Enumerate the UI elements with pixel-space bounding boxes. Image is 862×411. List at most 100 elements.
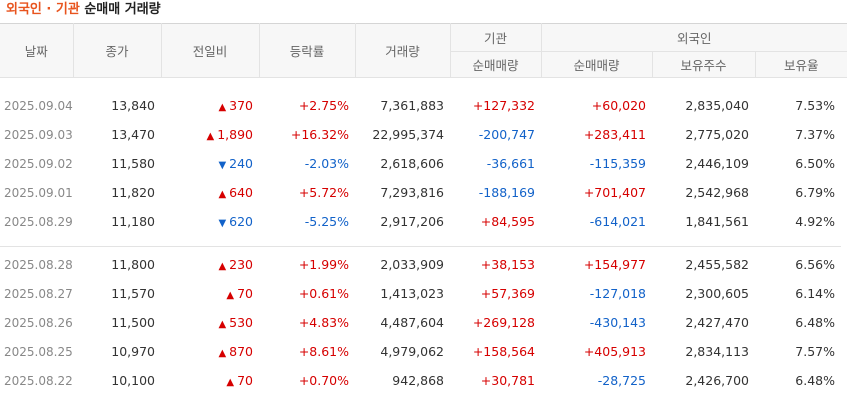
- header-close: 종가: [73, 23, 162, 78]
- cell-foreign-hold: 2,426,700: [685, 373, 749, 388]
- cell-date: 2025.09.04: [4, 98, 73, 113]
- header-date: 날짜: [0, 23, 74, 78]
- cell-inst-net: +127,332: [472, 98, 535, 113]
- table-row: 2025.08.27 11,570 ▲ 70 +0.61% 1,413,023 +57,36…: [0, 279, 847, 308]
- triangle-up-icon: ▲: [218, 319, 227, 330]
- cell-close: 13,840: [111, 98, 155, 113]
- cell-volume: 22,995,374: [372, 127, 444, 142]
- cell-foreign-hold: 2,542,968: [685, 185, 749, 200]
- change-value: 620: [229, 214, 253, 229]
- cell-inst-net: +269,128: [472, 315, 535, 330]
- cell-foreign-net: -127,018: [589, 286, 646, 301]
- triangle-down-icon: ▼: [218, 218, 227, 229]
- cell-foreign-ratio: 4.92%: [795, 214, 835, 229]
- cell-change: ▲ 230: [161, 250, 259, 279]
- cell-volume: 2,618,606: [380, 156, 444, 171]
- cell-volume: 4,979,062: [380, 344, 444, 359]
- cell-inst-net: -36,661: [486, 156, 535, 171]
- change-value: 640: [229, 185, 253, 200]
- cell-change: ▼ 620: [161, 207, 259, 236]
- table-row: 2025.08.26 11,500 ▲ 530 +4.83% 4,487,604 +269,…: [0, 308, 847, 337]
- cell-inst-net: -188,169: [478, 185, 535, 200]
- table-row: 2025.09.02 11,580 ▼ 240 -2.03% 2,618,606 -36,6…: [0, 149, 847, 178]
- cell-foreign-hold: 2,834,113: [685, 344, 749, 359]
- change-value: 370: [229, 98, 253, 113]
- cell-inst-net: +30,781: [480, 373, 535, 388]
- cell-close: 11,580: [111, 156, 155, 171]
- change-value: 70: [237, 286, 253, 301]
- cell-date: 2025.08.22: [4, 373, 73, 388]
- cell-inst-net: +84,595: [480, 214, 535, 229]
- triangle-down-icon: ▼: [218, 160, 227, 171]
- cell-date: 2025.08.27: [4, 286, 73, 301]
- cell-foreign-hold: 2,446,109: [685, 156, 749, 171]
- header-inst-net: 순매매량: [450, 51, 542, 78]
- cell-volume: 7,361,883: [380, 98, 444, 113]
- triangle-up-icon: ▲: [218, 348, 227, 359]
- cell-foreign-net: -28,725: [597, 373, 646, 388]
- cell-volume: 4,487,604: [380, 315, 444, 330]
- table-body: 2025.09.04 13,840 ▲ 370 +2.75% 7,361,883 +127,…: [0, 78, 847, 396]
- cell-foreign-ratio: 7.57%: [795, 344, 835, 359]
- cell-close: 11,570: [111, 286, 155, 301]
- cell-foreign-ratio: 6.50%: [795, 156, 835, 171]
- cell-date: 2025.08.25: [4, 344, 73, 359]
- cell-foreign-ratio: 6.48%: [795, 373, 835, 388]
- cell-change: ▲ 870: [161, 337, 259, 366]
- cell-close: 10,970: [111, 344, 155, 359]
- cell-rate: +0.70%: [298, 373, 349, 388]
- cell-foreign-net: -614,021: [589, 214, 646, 229]
- cell-foreign-hold: 2,835,040: [685, 98, 749, 113]
- table-row: 2025.08.22 10,100 ▲ 70 +0.70% 942,868 +30,781 -…: [0, 366, 847, 395]
- cell-rate: +4.83%: [298, 315, 349, 330]
- cell-date: 2025.09.03: [4, 127, 73, 142]
- cell-inst-net: -200,747: [478, 127, 535, 142]
- table-row: 2025.08.28 11,800 ▲ 230 +1.99% 2,033,909 +38,1…: [0, 250, 847, 279]
- cell-rate: +16.32%: [290, 127, 349, 142]
- cell-foreign-net: +154,977: [583, 257, 646, 272]
- divider-line: [0, 245, 841, 247]
- group-divider: [0, 236, 847, 250]
- cell-foreign-hold: 1,841,561: [685, 214, 749, 229]
- cell-rate: +5.72%: [298, 185, 349, 200]
- cell-foreign-ratio: 7.53%: [795, 98, 835, 113]
- table-row: 2025.08.25 10,970 ▲ 870 +8.61% 4,979,062 +158,…: [0, 337, 847, 366]
- change-value: 240: [229, 156, 253, 171]
- row-spacer: [0, 78, 847, 92]
- header-volume: 거래량: [355, 23, 451, 78]
- cell-foreign-ratio: 6.79%: [795, 185, 835, 200]
- change-value: 70: [237, 373, 253, 388]
- cell-rate: -5.25%: [304, 214, 349, 229]
- cell-close: 11,500: [111, 315, 155, 330]
- title-accent: 외국인 · 기관: [6, 2, 80, 17]
- header-rate: 등락률: [259, 23, 356, 78]
- triangle-up-icon: ▲: [218, 261, 227, 272]
- table-row: 2025.08.29 11,180 ▼ 620 -5.25% 2,917,206 +84,5…: [0, 207, 847, 236]
- triangle-up-icon: ▲: [226, 290, 235, 301]
- cell-foreign-ratio: 6.48%: [795, 315, 835, 330]
- cell-foreign-hold: 2,775,020: [685, 127, 749, 142]
- change-value: 1,890: [217, 127, 253, 142]
- table-row: 2025.09.01 11,820 ▲ 640 +5.72% 7,293,816 -188,…: [0, 178, 847, 207]
- cell-volume: 7,293,816: [380, 185, 444, 200]
- cell-volume: 1,413,023: [380, 286, 444, 301]
- cell-foreign-net: +60,020: [591, 98, 646, 113]
- triangle-up-icon: ▲: [218, 189, 227, 200]
- cell-close: 11,800: [111, 257, 155, 272]
- cell-date: 2025.09.01: [4, 185, 73, 200]
- cell-foreign-hold: 2,455,582: [685, 257, 749, 272]
- triangle-up-icon: ▲: [206, 131, 215, 142]
- header-foreign-hold: 보유주수: [652, 51, 756, 78]
- cell-close: 11,180: [111, 214, 155, 229]
- cell-change: ▲ 70: [161, 279, 259, 308]
- cell-volume: 2,033,909: [380, 257, 444, 272]
- header-institution-group: 기관: [450, 23, 542, 52]
- triangle-up-icon: ▲: [218, 102, 227, 113]
- triangle-up-icon: ▲: [226, 377, 235, 388]
- cell-date: 2025.08.26: [4, 315, 73, 330]
- cell-foreign-net: +283,411: [583, 127, 646, 142]
- cell-foreign-ratio: 7.37%: [795, 127, 835, 142]
- cell-foreign-ratio: 6.56%: [795, 257, 835, 272]
- cell-foreign-ratio: 6.14%: [795, 286, 835, 301]
- cell-rate: -2.03%: [304, 156, 349, 171]
